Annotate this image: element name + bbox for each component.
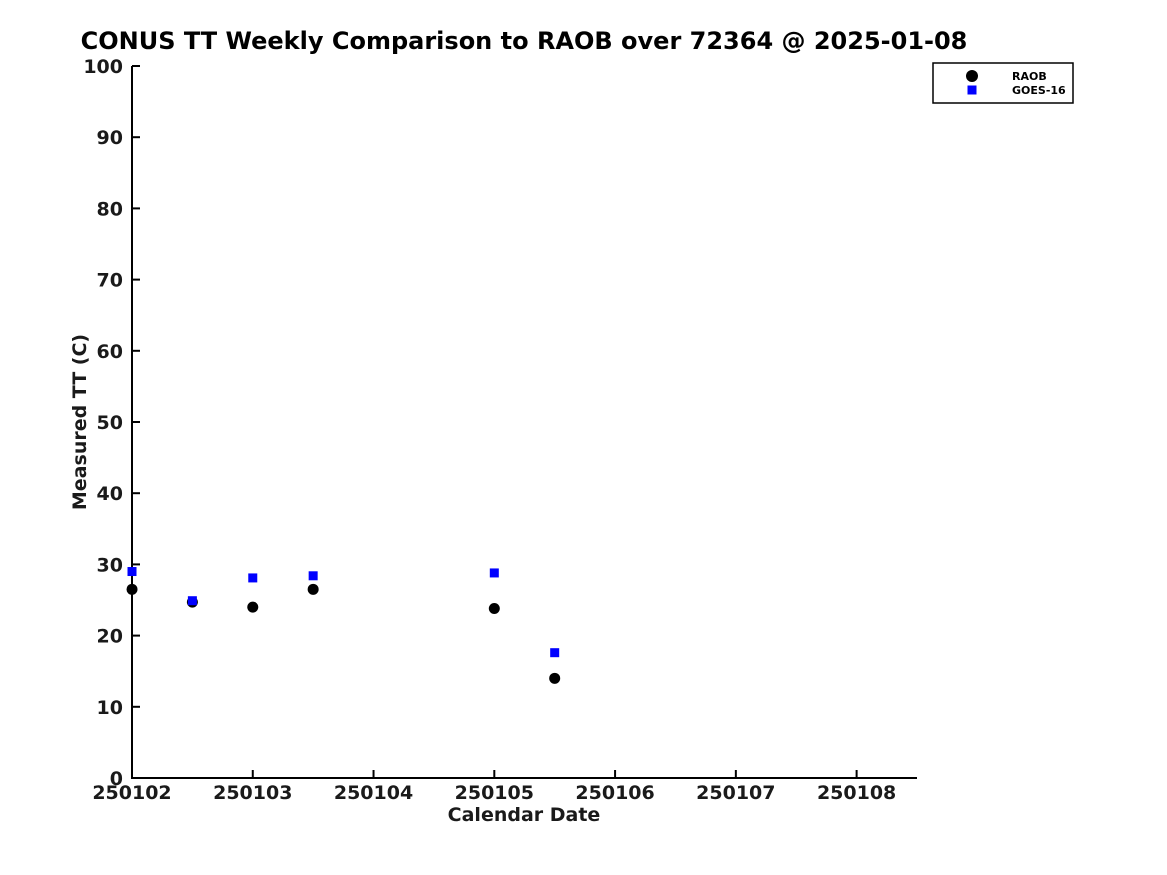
y-tick-label: 20 — [97, 626, 123, 648]
legend-label-goes-16: GOES-16 — [1012, 84, 1066, 97]
data-point-goes-16 — [127, 567, 137, 577]
legend-box — [932, 62, 1074, 104]
x-tick-label: 250104 — [334, 782, 413, 804]
data-point-raob — [549, 672, 561, 684]
y-tick-label: 0 — [110, 768, 123, 790]
x-tick-label: 250107 — [696, 782, 775, 804]
data-point-goes-16 — [248, 573, 258, 583]
y-tick-label: 60 — [97, 341, 123, 363]
data-point-goes-16 — [550, 648, 560, 658]
x-axis-label: Calendar Date — [447, 804, 601, 826]
x-tick-label: 250102 — [92, 782, 171, 804]
y-tick-label: 70 — [97, 270, 123, 292]
x-tick-label: 250105 — [455, 782, 534, 804]
data-point-raob — [488, 603, 500, 615]
y-tick-label: 90 — [97, 127, 123, 149]
x-tick-label: 250108 — [817, 782, 896, 804]
data-point-raob — [126, 583, 138, 595]
x-tick-label: 250103 — [213, 782, 292, 804]
x-tick-label: 250106 — [575, 782, 654, 804]
data-point-raob — [307, 583, 319, 595]
chart-title: CONUS TT Weekly Comparison to RAOB over … — [80, 27, 968, 55]
y-tick-label: 10 — [97, 697, 123, 719]
y-tick-label: 40 — [97, 483, 123, 505]
y-tick-label: 30 — [97, 554, 123, 576]
legend-marker-goes-16 — [967, 85, 977, 95]
y-tick-label: 50 — [97, 412, 123, 434]
legend-marker-raob — [966, 70, 978, 82]
legend-label-raob: RAOB — [1012, 70, 1047, 83]
y-tick-label: 100 — [83, 56, 123, 78]
data-point-goes-16 — [187, 596, 197, 606]
data-point-raob — [247, 601, 259, 613]
data-point-goes-16 — [308, 571, 318, 581]
y-tick-label: 80 — [97, 198, 123, 220]
data-point-goes-16 — [489, 568, 499, 578]
